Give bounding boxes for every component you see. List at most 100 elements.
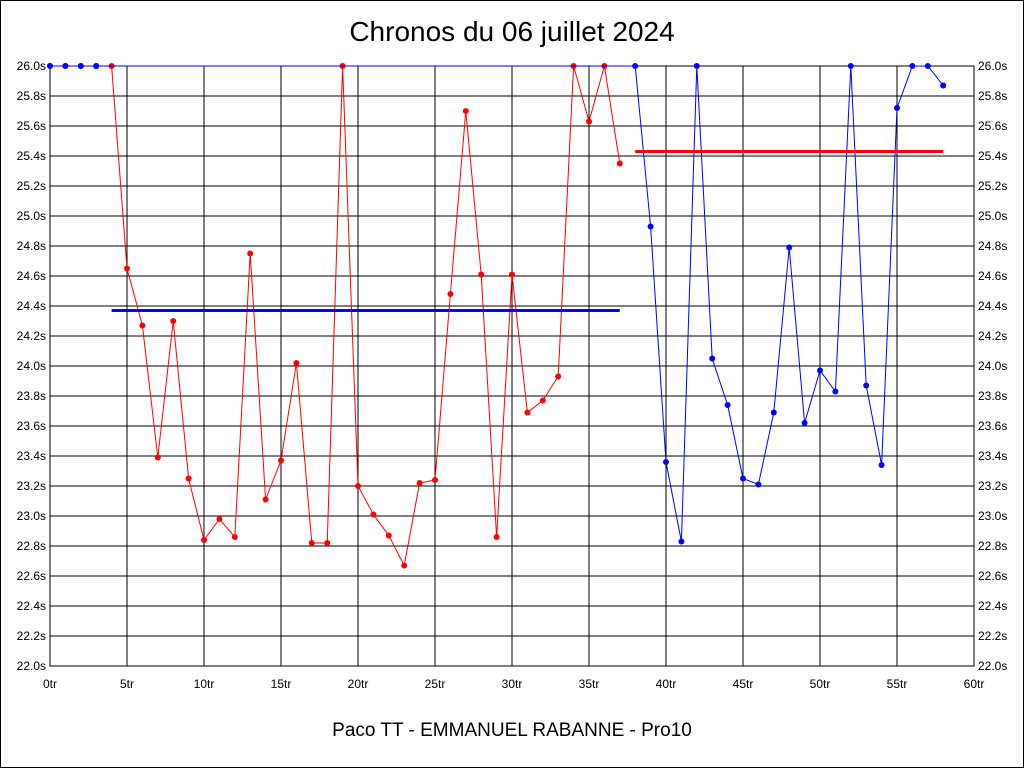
- series-0-point: [416, 480, 423, 486]
- series-0-point: [201, 537, 207, 543]
- series-1-point: [709, 355, 716, 362]
- series-0-point: [293, 360, 300, 366]
- y-tick-label-right: 25.2s: [978, 179, 1007, 193]
- y-tick-label-right: 23.8s: [978, 389, 1007, 403]
- series-0-point: [247, 250, 254, 257]
- series-1-point: [894, 105, 900, 111]
- series-1-point: [663, 459, 669, 465]
- series-0-point: [401, 562, 408, 569]
- series-1-point: [693, 63, 700, 69]
- series-1-point: [678, 538, 685, 545]
- y-tick-label-right: 22.8s: [978, 539, 1007, 553]
- series-0-point: [524, 409, 531, 416]
- series-0-point: [616, 160, 623, 167]
- series-0-point: [355, 483, 361, 489]
- y-tick-label-left: 25.0s: [17, 209, 46, 223]
- y-tick-label-left: 24.0s: [17, 359, 46, 373]
- x-tick-label: 60tr: [964, 677, 985, 691]
- y-tick-label-left: 24.2s: [17, 329, 46, 343]
- y-tick-label-right: 24.8s: [978, 239, 1007, 253]
- series-1-point: [801, 420, 808, 426]
- y-tick-label-right: 22.6s: [978, 569, 1007, 583]
- chart-title: Chronos du 06 juillet 2024: [349, 16, 675, 47]
- y-tick-label-right: 24.6s: [978, 269, 1007, 283]
- series-1-point: [817, 367, 823, 374]
- y-tick-label-right: 24.2s: [978, 329, 1007, 343]
- y-tick-label-right: 25.4s: [978, 149, 1007, 163]
- y-tick-label-left: 24.6s: [17, 269, 46, 283]
- x-tick-label: 50tr: [810, 677, 831, 691]
- series-0-point: [231, 534, 238, 540]
- series-1-point: [940, 82, 947, 89]
- series-1-point: [847, 63, 854, 69]
- y-tick-label-right: 23.6s: [978, 419, 1007, 433]
- series-0-point: [447, 291, 454, 297]
- y-tick-label-right: 24.0s: [978, 359, 1007, 373]
- series-0-point: [478, 271, 485, 278]
- y-tick-label-left: 23.8s: [17, 389, 46, 403]
- y-tick-label-right: 22.0s: [978, 659, 1007, 673]
- y-tick-label-left: 23.6s: [17, 419, 46, 433]
- series-1-point: [93, 63, 100, 69]
- x-tick-label: 30tr: [502, 677, 523, 691]
- x-tick-label: 15tr: [271, 677, 292, 691]
- x-tick-label: 5tr: [120, 677, 134, 691]
- x-tick-label: 20tr: [348, 677, 369, 691]
- series-1-point: [647, 223, 654, 230]
- y-tick-label-left: 26.0s: [17, 59, 46, 73]
- series-0-point: [324, 540, 331, 546]
- series-0-point: [124, 265, 130, 272]
- x-tick-label: 45tr: [733, 677, 754, 691]
- y-tick-label-left: 24.4s: [17, 299, 46, 313]
- chart-footer: Paco TT - EMMANUEL RABANNE - Pro10: [332, 720, 692, 741]
- series-1-point: [786, 244, 793, 251]
- y-tick-label-left: 22.8s: [17, 539, 46, 553]
- y-tick-label-left: 23.2s: [17, 479, 46, 493]
- x-tick-label: 35tr: [579, 677, 600, 691]
- series-1-point: [924, 63, 931, 69]
- y-tick-label-left: 23.0s: [17, 509, 46, 523]
- series-1-point: [62, 63, 69, 69]
- series-1-point: [755, 481, 762, 488]
- series-0-point: [154, 454, 161, 461]
- y-tick-label-right: 25.6s: [978, 119, 1007, 133]
- series-0-point: [216, 516, 223, 522]
- x-tick-label: 0tr: [43, 677, 57, 691]
- series-1-point: [832, 388, 839, 395]
- series-0-point: [509, 271, 515, 278]
- series-0-point: [308, 540, 315, 546]
- y-tick-label-left: 23.4s: [17, 449, 46, 463]
- series-0-point: [555, 373, 562, 380]
- series-0-point: [370, 511, 377, 518]
- series-0-point: [385, 532, 392, 539]
- series-0-point: [586, 118, 592, 125]
- series-1-point: [77, 63, 84, 69]
- y-tick-label-left: 25.6s: [17, 119, 46, 133]
- series-0-point: [262, 496, 269, 503]
- series-1-point: [909, 63, 916, 69]
- series-0-point: [185, 475, 192, 482]
- y-tick-label-right: 23.4s: [978, 449, 1007, 463]
- x-tick-label: 10tr: [194, 677, 215, 691]
- y-tick-label-left: 25.2s: [17, 179, 46, 193]
- y-tick-label-right: 24.4s: [978, 299, 1007, 313]
- y-tick-label-right: 25.8s: [978, 89, 1007, 103]
- y-tick-label-left: 22.0s: [17, 659, 46, 673]
- y-tick-label-left: 24.8s: [17, 239, 46, 253]
- series-0-point: [493, 534, 500, 540]
- series-0-point: [170, 318, 177, 324]
- series-0-point: [462, 108, 469, 114]
- x-tick-label: 25tr: [425, 677, 446, 691]
- y-tick-label-right: 22.4s: [978, 599, 1007, 613]
- series-1-point: [47, 63, 53, 69]
- series-line-0: [50, 65, 621, 568]
- y-tick-label-right: 23.0s: [978, 509, 1007, 523]
- series-1-point: [863, 382, 870, 389]
- series-0-point: [539, 397, 546, 404]
- y-tick-label-left: 22.2s: [17, 629, 46, 643]
- y-tick-label-left: 25.4s: [17, 149, 46, 163]
- y-tick-label-left: 22.4s: [17, 599, 46, 613]
- y-tick-label-right: 26.0s: [978, 59, 1007, 73]
- series-1-point: [878, 462, 885, 468]
